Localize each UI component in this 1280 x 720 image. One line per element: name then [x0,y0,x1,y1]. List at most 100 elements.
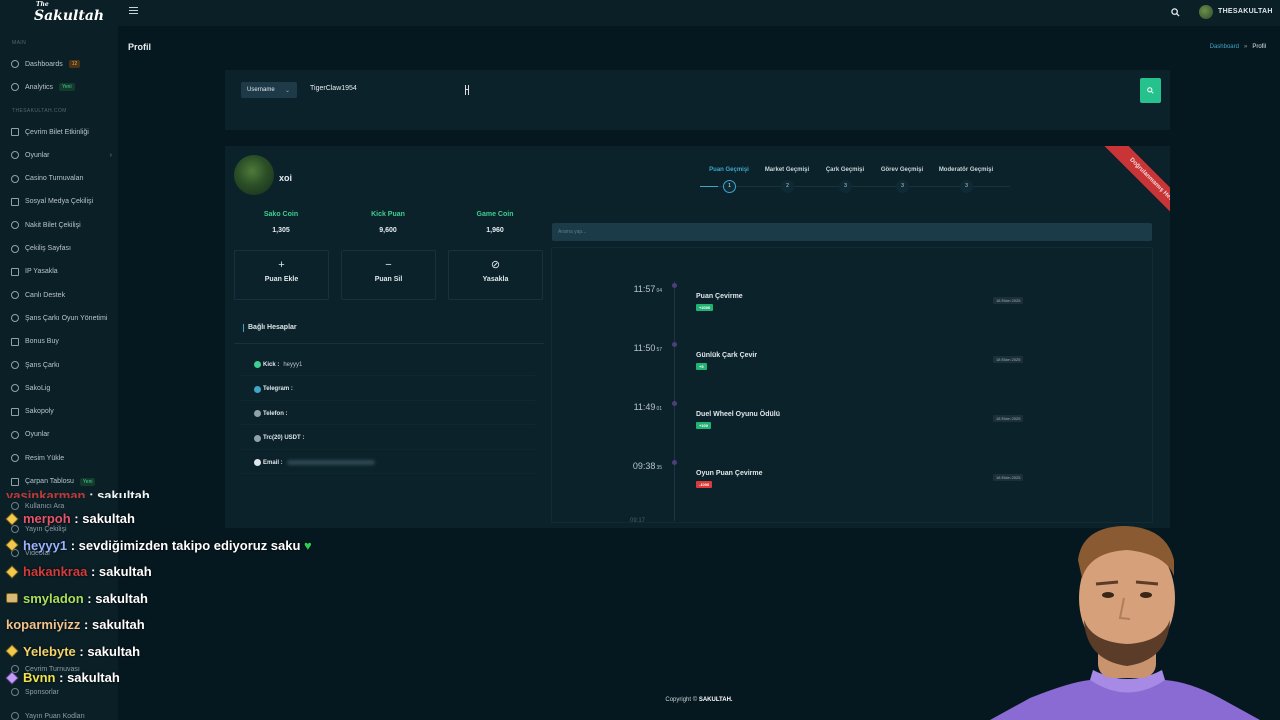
tab-görev-geçmişi[interactable]: Görev Geçmişi [880,167,924,173]
stat-label: Kick Puan [371,211,405,218]
sidebar-item[interactable]: Oyunlar › [0,148,118,162]
sidebar-item[interactable]: Çarpan Tablosu Yeni [0,475,118,489]
footer-brand[interactable]: SAKULTAH. [698,697,733,703]
search-button[interactable] [1140,78,1161,103]
wheel-icon [11,361,19,369]
sidebar-item[interactable]: SakoLig [0,381,118,395]
mask-icon [6,593,18,603]
tab-puan-geçmişi[interactable]: Puan Geçmişi [709,167,749,173]
list-icon [11,549,19,557]
plus-icon: + [278,259,285,271]
home-icon [11,60,19,68]
history-search-input[interactable]: Arama yap... [552,223,1152,241]
chat-separator: : [80,617,92,632]
sidebar-item[interactable]: Resim Yükle [0,451,118,465]
sidebar-item[interactable]: Çekiliş Sayfası [0,242,118,256]
footer-copyright: Copyright © [665,697,698,703]
points-badge: +100 [696,422,712,429]
stat-sako-coin: Sako Coin 1,305 [231,211,331,234]
sidebar-item[interactable]: Videolar [0,546,118,560]
sidebar-item[interactable]: Canlı Destek [0,288,118,302]
chat-username: heyyy1 [23,537,68,553]
remove-points-button[interactable]: − Puan Sil [341,250,436,300]
sidebar-item[interactable]: Çevrim Turnuvası [0,662,118,676]
sidebar-badge: 12 [68,60,81,68]
chat-separator: : [70,511,83,526]
tab-çark-geçmişi[interactable]: Çark Geçmişi [825,167,865,173]
timeline-title: Günlük Çark Çevir [696,352,758,359]
logo[interactable]: The Sakultah [34,1,104,24]
timeline-dot [672,401,677,406]
account-value: heyyy1 [283,361,303,368]
search-type-select[interactable]: Username ⌄ [241,82,297,98]
heart-icon: ♥ [300,537,312,553]
sidebar-item[interactable]: Şans Çarkı Oyun Yönetimi [0,311,118,325]
chat-message: sakultah [98,564,152,579]
date-badge: 18 Ekim 2025 [993,356,1024,363]
time-seconds: 35 [656,465,662,471]
user-avatar[interactable] [1199,5,1213,19]
date-badge: 18 Ekim 2025 [993,474,1024,481]
sidebar-item[interactable]: Casino Turnuvaları [0,172,118,186]
sidebar-item[interactable]: Şans Çarkı [0,358,118,372]
account-icon [254,434,261,442]
ban-icon: ⊘ [490,259,501,271]
sidebar-item-analytics[interactable]: Analytics Yeni [0,80,118,94]
sidebar-item[interactable]: Sosyal Medya Çekilişi [0,195,118,209]
chat-username: yasinkarman [6,488,86,498]
chat-line: smyladon : sakultah [6,591,148,606]
streamer-webcam [990,526,1260,720]
add-points-button[interactable]: + Puan Ekle [234,250,329,300]
page-title: Profil [128,42,152,52]
stat-label: Game Coin [476,211,514,218]
stepper-step[interactable]: 3 [960,180,973,193]
divider [239,399,535,401]
chat-message: sakultah [82,511,135,526]
search-icon[interactable] [1171,8,1180,17]
stepper-step[interactable]: 3 [839,180,852,193]
chat-line: hakankraa : sakultah [5,564,152,579]
points-badge: -1000 [696,481,713,488]
stepper-step[interactable]: 1 [723,180,736,193]
list-icon [11,688,19,696]
time-main: 11:57 [633,284,656,294]
user-name[interactable]: THESAKULTAH [1218,8,1273,15]
ban-button[interactable]: ⊘ Yasakla [448,250,543,300]
chat-username: Yelebyte [23,643,76,659]
sidebar-item[interactable]: Yayın Puan Kodları [0,709,118,720]
sidebar-item[interactable]: Sponsorlar [0,685,118,699]
search-input[interactable]: TigerClaw1954 [310,85,357,92]
sidebar-item[interactable]: Nakit Bilet Çekilişi [0,218,118,232]
account-icon [254,459,261,466]
tab-moderatör-geçmişi[interactable]: Moderatör Geçmişi [938,167,994,173]
sidebar-item[interactable]: Bonus Buy [0,335,118,349]
stepper-step[interactable]: 3 [896,180,909,193]
breadcrumb-link-dashboard[interactable]: Dashboard [1209,44,1239,50]
sidebar-item-label: Yayın Çekilişi [25,525,67,533]
sidebar-item[interactable]: Çevrim Bilet Etkinliği [0,125,118,139]
tab-market-geçmişi[interactable]: Market Geçmişi [764,167,810,173]
hamburger-menu-icon[interactable] [129,7,138,16]
divider [239,473,535,474]
chevron-down-icon: ⌄ [284,87,290,94]
sidebar-item-label: Kullanıcı Ara [25,502,65,510]
profile-name: xoi [279,173,293,183]
sidebar-item-label: Çevrim Turnuvası [25,665,80,673]
sidebar-item[interactable]: Kullanıcı Ara [0,499,118,513]
sidebar-item[interactable]: Sakopoly [0,405,118,419]
account-label: Telegram : [263,386,293,392]
sidebar-item[interactable]: Oyunlar [0,428,118,442]
section-main-label: MAIN [12,40,27,46]
sidebar-item-dashboards[interactable]: Dashboards 12 [0,57,118,71]
linked-account-row: Trc(20) USDT : [254,434,504,442]
diamond-icon [5,512,19,525]
dice-icon [11,407,19,416]
stepper-step[interactable]: 2 [781,180,794,193]
divider [239,424,535,425]
chart-icon [11,83,19,91]
stat-value: 9,600 [379,227,397,234]
sidebar: The Sakultah MAIN Dashboards 12 Analytics Y… [0,0,118,720]
sidebar-item[interactable]: IP Yasakla [0,265,118,279]
cash-icon [11,221,19,230]
sidebar-item[interactable]: Yayın Çekilişi [0,522,118,536]
